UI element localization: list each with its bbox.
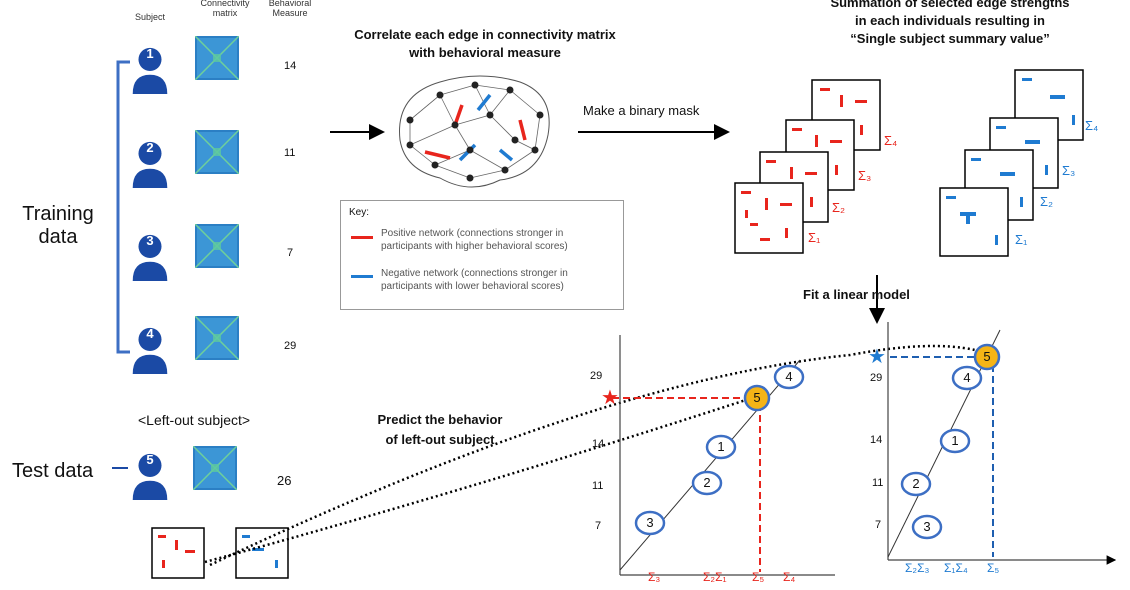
measure-4: 29 [284,340,297,352]
measure-3: 7 [287,247,294,259]
negative-mask-stack [939,69,1084,257]
conn-matrix-4 [195,316,239,360]
fit-label: Fit a linear model [803,287,910,302]
right-point-4: 4 [963,370,971,385]
right-xtick-sigma14: Σ₁Σ₄ [944,561,968,575]
correlate-title: Correlate each edge in connectivity matr… [354,27,616,60]
left-out-label: <Left-out subject> [138,412,251,428]
conn-matrix-2 [195,130,239,174]
right-plot: ★ [868,322,1117,565]
subject-1-id: 1 [146,46,154,61]
left-ytick-29: 29 [590,370,603,382]
brain-network [399,75,550,188]
left-point-4: 4 [785,369,793,384]
header-behavioral: Behavioral Measure [268,0,312,18]
right-point-3: 3 [923,519,931,534]
left-ytick-14: 14 [592,438,605,450]
summation-title: Summation of selected edge strengths in … [780,0,1120,48]
conn-matrix-3 [195,224,239,268]
test-negative-mask [235,527,289,579]
left-xtick-sigma5: Σ₅ [752,570,765,584]
right-point-1: 1 [951,433,959,448]
legend-key: Key: Positive network (connections stron… [340,200,624,310]
left-point-1: 1 [717,439,725,454]
sigma-red-4: Σ₄ [884,133,898,148]
svg-text:★: ★ [868,346,886,368]
sigma-red-1: Σ₁ [808,230,821,245]
conn-matrix-5 [193,446,237,490]
negative-network-text: Negative network (connections stronger i… [381,268,568,292]
right-ytick-29: 29 [870,372,883,384]
svg-text:★: ★ [601,387,619,409]
subject-2-id: 2 [146,140,154,155]
negative-swatch [351,275,373,278]
right-ytick-14: 14 [870,434,883,446]
left-xtick-sigma4: Σ₄ [783,570,796,584]
sigma-blue-4: Σ₄ [1085,118,1099,133]
subject-4-id: 4 [146,326,154,341]
left-xtick-sigma3: Σ₃ [648,570,661,584]
sigma-blue-3: Σ₃ [1062,163,1076,178]
training-label-line: Training data [22,203,94,248]
measure-2: 11 [284,147,296,159]
predict-label-line1: Predict the behavior [377,412,503,427]
make-mask-label: Make a binary mask [583,103,700,118]
left-ytick-11: 11 [592,480,604,492]
key-title: Key: [349,207,370,218]
test-positive-mask [151,527,205,579]
left-point-2: 2 [703,475,711,490]
left-point-3: 3 [646,515,654,530]
dotted-link-negative [209,344,976,567]
sigma-blue-1: Σ₁ [1015,232,1028,247]
subject-3-id: 3 [146,233,154,248]
conn-matrix-1 [195,36,239,80]
positive-mask-stack [734,79,881,254]
dotted-link-positive [204,396,753,564]
sigma-red-3: Σ₃ [858,168,872,183]
summation-title-line3: “Single subject summary value” [850,31,1050,46]
positive-network-text: Positive network (connections stronger i… [381,228,568,252]
header-subject: Subject [134,12,166,22]
right-xtick-sigma5: Σ₅ [987,561,1000,575]
training-bracket [116,60,130,354]
right-point-2: 2 [912,476,920,491]
measure-1: 14 [284,60,297,72]
right-ytick-11: 11 [872,477,884,489]
left-plot: ★ [601,335,835,576]
left-point-5: 5 [753,390,761,405]
left-xtick-sigma21: Σ₂Σ₁ [703,570,727,584]
sigma-red-2: Σ₂ [832,200,846,215]
right-ytick-7: 7 [875,519,882,531]
header-connectivity: Connectivity matrix [200,0,250,18]
predict-label: Predict the behavior of left-out subject [355,410,525,450]
predict-label-line2: of left-out subject [385,432,495,447]
measure-5: 26 [277,473,292,488]
test-data-label: Test data [12,460,94,482]
right-point-5: 5 [983,349,991,364]
right-xtick-sigma23: Σ₂Σ₃ [905,561,930,575]
subject-5-id: 5 [146,452,154,467]
sigma-blue-2: Σ₂ [1040,194,1054,209]
left-ytick-7: 7 [595,520,602,532]
summation-title-line2: in each individuals resulting in [855,13,1045,28]
summation-title-line1: Summation of selected edge strengths [830,0,1070,10]
positive-swatch [351,236,373,239]
